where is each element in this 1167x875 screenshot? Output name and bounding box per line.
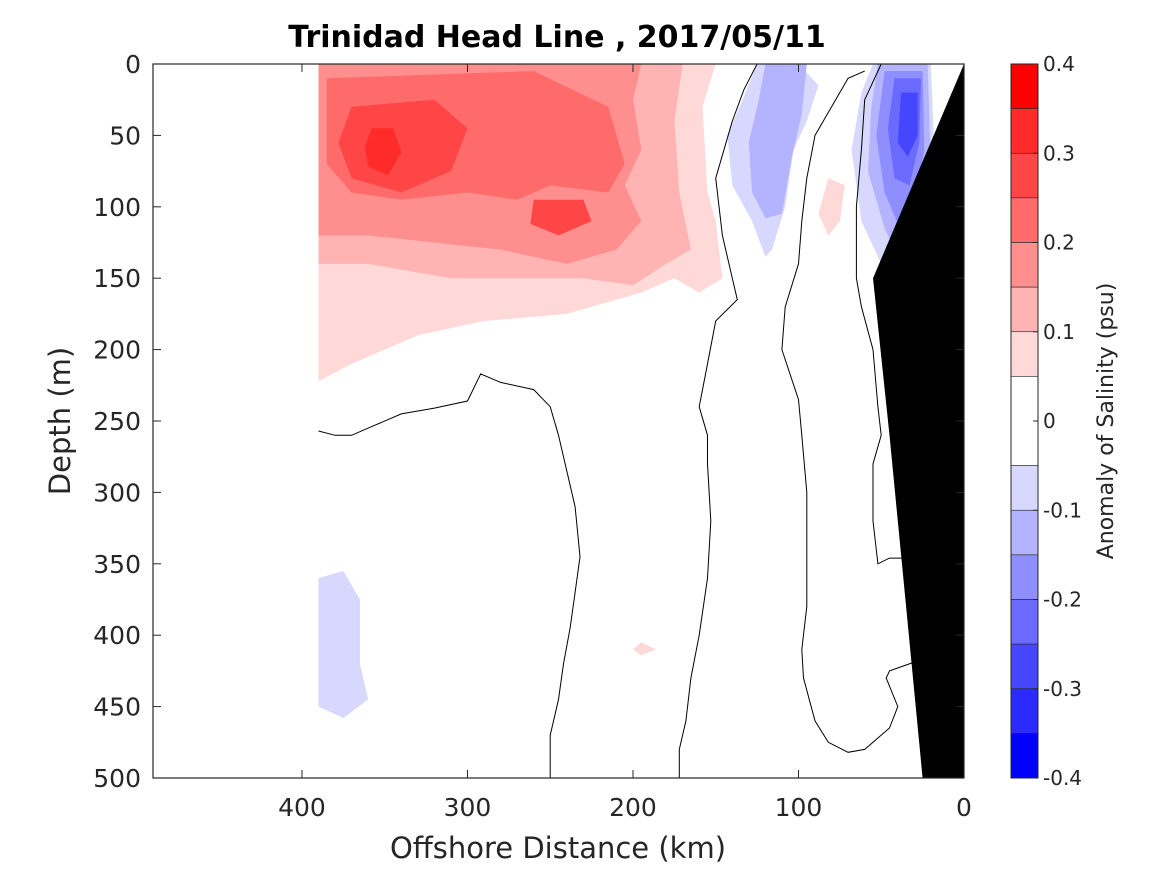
y-tick-label: 400 bbox=[93, 621, 141, 650]
filled-contour-regions bbox=[318, 64, 935, 718]
colorbar-swatch bbox=[1010, 643, 1039, 690]
colorbar-tick-label: 0.3 bbox=[1043, 141, 1075, 165]
colorbar-tick-label: 0.4 bbox=[1043, 52, 1075, 76]
x-axis-ticks: 400 300 200 100 0 bbox=[278, 64, 972, 822]
colorbar-swatch bbox=[1010, 242, 1039, 288]
colorbar-swatch bbox=[1010, 554, 1039, 600]
x-tick-label: 300 bbox=[444, 793, 492, 822]
chart-title: Trinidad Head Line , 2017/05/11 bbox=[288, 20, 825, 55]
zero-contour-1 bbox=[318, 373, 581, 778]
zero-contour-2 bbox=[678, 63, 758, 778]
y-axis-ticks: 0 50 100 150 200 250 300 350 400 450 500 bbox=[93, 50, 964, 793]
y-tick-label: 200 bbox=[93, 336, 141, 365]
colorbar-swatch bbox=[1010, 509, 1039, 556]
y-tick-label: 150 bbox=[93, 264, 141, 293]
seafloor-bathymetry bbox=[873, 64, 964, 778]
x-axis-label: Offshore Distance (km) bbox=[390, 831, 726, 865]
colorbar-swatch bbox=[1010, 599, 1039, 645]
colorbar-ticks: 0.4 0.3 0.2 0.1 0 -0.1 -0.2 -0.3 -0.4 bbox=[1033, 52, 1082, 790]
colorbar-swatch bbox=[1010, 152, 1039, 199]
colorbar-swatch bbox=[1010, 733, 1039, 779]
positive-anomaly-region-7 bbox=[364, 128, 402, 176]
positive-anomaly-region-6 bbox=[530, 199, 592, 236]
y-tick-label: 50 bbox=[109, 121, 141, 150]
negative-anomaly-region-2 bbox=[748, 64, 807, 219]
negative-anomaly-region-8 bbox=[318, 570, 369, 718]
y-tick-label: 300 bbox=[93, 478, 141, 507]
x-tick-label: 100 bbox=[775, 793, 823, 822]
colorbar-swatch bbox=[1010, 286, 1039, 333]
positive-anomaly-region-9 bbox=[633, 642, 657, 656]
positive-anomaly-region-5 bbox=[338, 99, 468, 193]
colorbar-tick-label: 0 bbox=[1043, 409, 1056, 433]
colorbar-swatch bbox=[1010, 197, 1039, 243]
colorbar-tick-label: 0.1 bbox=[1043, 320, 1075, 344]
colorbar-tick-label: -0.4 bbox=[1043, 766, 1082, 790]
colorbar-swatch bbox=[1010, 688, 1039, 734]
colorbar-label: Anomaly of Salinity (psu) bbox=[1094, 283, 1119, 560]
x-tick-label: 400 bbox=[278, 793, 326, 822]
colorbar-tick-label: 0.2 bbox=[1043, 231, 1075, 255]
y-tick-label: 450 bbox=[93, 693, 141, 722]
negative-anomaly-region-7 bbox=[897, 92, 918, 157]
bathymetry-polygon bbox=[873, 64, 964, 778]
colorbar-tick-label: -0.2 bbox=[1043, 588, 1082, 612]
colorbar-swatch bbox=[1010, 63, 1039, 109]
colorbar-tick-label: -0.1 bbox=[1043, 498, 1082, 522]
colorbar-tick-label: -0.3 bbox=[1043, 677, 1082, 701]
colorbar-swatch bbox=[1010, 331, 1039, 377]
y-tick-label: 0 bbox=[125, 50, 141, 79]
colorbar bbox=[1010, 63, 1039, 779]
x-tick-label: 0 bbox=[956, 793, 972, 822]
colorbar-swatch bbox=[1010, 465, 1039, 511]
y-tick-label: 350 bbox=[93, 550, 141, 579]
y-axis-label: Depth (m) bbox=[43, 347, 77, 495]
colorbar-swatch bbox=[1010, 108, 1039, 154]
y-tick-label: 250 bbox=[93, 407, 141, 436]
y-tick-label: 500 bbox=[93, 764, 141, 793]
x-tick-label: 200 bbox=[609, 793, 657, 822]
positive-anomaly-region-8 bbox=[818, 178, 845, 236]
y-tick-label: 100 bbox=[93, 193, 141, 222]
